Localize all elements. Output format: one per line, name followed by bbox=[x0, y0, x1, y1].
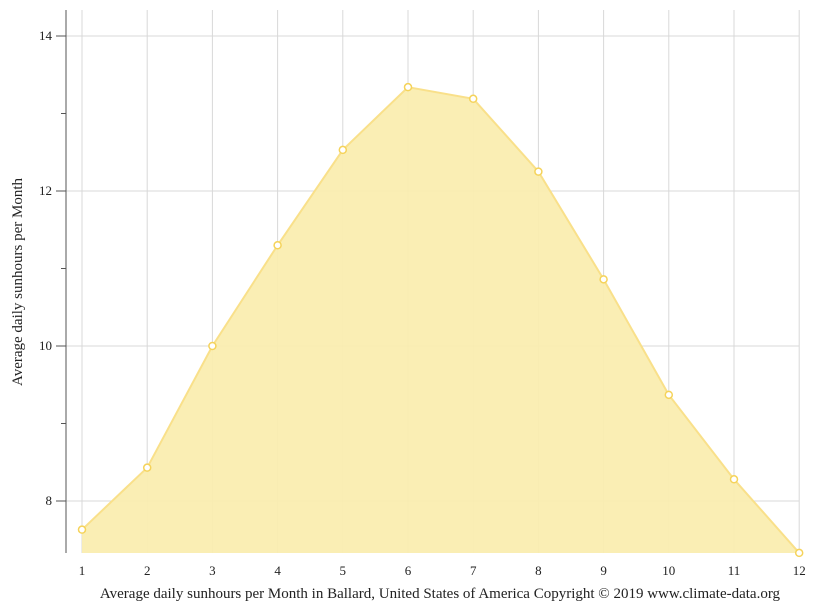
y-tick-label: 10 bbox=[39, 338, 52, 353]
x-tick-label: 11 bbox=[728, 563, 741, 578]
x-tick-label: 5 bbox=[340, 563, 347, 578]
x-axis: 1 2 3 4 5 6 7 8 9 10 11 12 bbox=[79, 563, 806, 578]
data-point[interactable] bbox=[794, 548, 804, 558]
x-tick-label: 1 bbox=[79, 563, 86, 578]
area-fill bbox=[82, 87, 800, 554]
data-point[interactable] bbox=[273, 241, 282, 250]
x-axis-title: Average daily sunhours per Month in Ball… bbox=[100, 586, 781, 602]
x-tick-label: 7 bbox=[470, 563, 477, 578]
y-axis: 8 10 12 14 bbox=[39, 10, 67, 553]
x-tick-label: 3 bbox=[209, 563, 216, 578]
series-line bbox=[81, 86, 800, 554]
data-points bbox=[77, 82, 804, 558]
data-point[interactable] bbox=[338, 145, 348, 155]
x-tick-label: 10 bbox=[662, 563, 675, 578]
data-point[interactable] bbox=[534, 167, 543, 176]
x-tick-label: 4 bbox=[274, 563, 281, 578]
data-point[interactable] bbox=[599, 275, 608, 284]
x-tick-label: 8 bbox=[535, 563, 542, 578]
data-point[interactable] bbox=[142, 463, 152, 472]
data-point[interactable] bbox=[403, 82, 413, 92]
data-point[interactable] bbox=[664, 390, 674, 400]
data-point[interactable] bbox=[77, 525, 87, 534]
x-tick-label: 9 bbox=[600, 563, 607, 578]
data-point[interactable] bbox=[208, 341, 217, 351]
x-tick-label: 6 bbox=[405, 563, 412, 578]
y-tick-label: 8 bbox=[46, 493, 53, 508]
data-point[interactable] bbox=[468, 94, 478, 104]
y-tick-label: 12 bbox=[39, 183, 52, 198]
y-axis-title: Average daily sunhours per Month bbox=[10, 178, 26, 387]
data-area bbox=[81, 86, 800, 554]
y-tick-label: 14 bbox=[39, 28, 53, 43]
data-point[interactable] bbox=[729, 475, 739, 484]
x-tick-label: 2 bbox=[144, 563, 151, 578]
x-tick-label: 12 bbox=[793, 563, 806, 578]
